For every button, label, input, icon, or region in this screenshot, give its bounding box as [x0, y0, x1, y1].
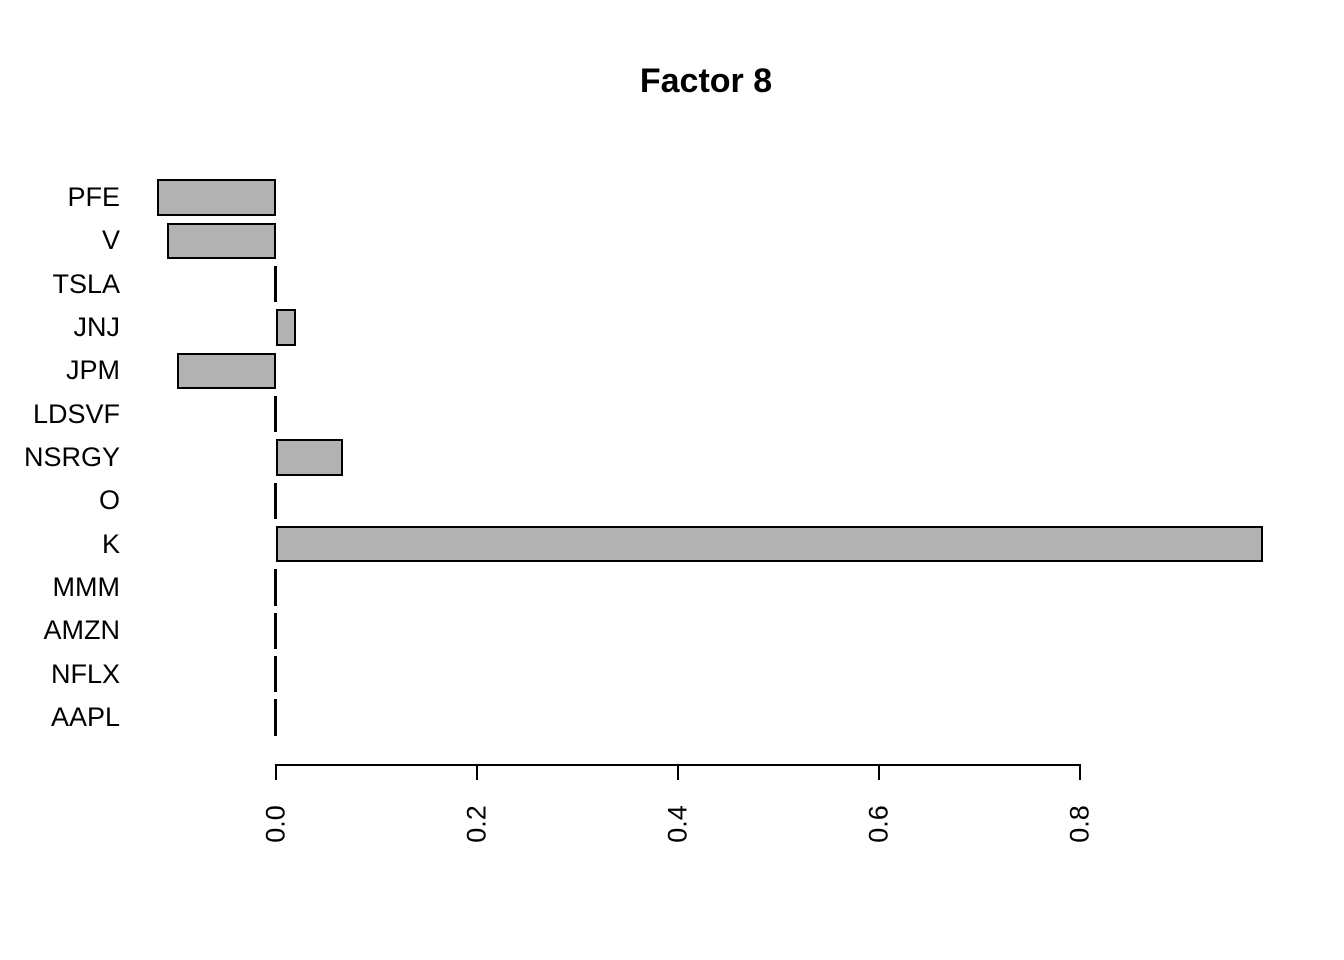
category-label-nflx: NFLX	[50, 658, 120, 689]
bar-nsrgy	[275, 439, 344, 476]
x-axis-tick-label: 0.8	[1064, 805, 1095, 843]
zero-bar-o	[274, 482, 278, 520]
x-axis-tick	[274, 765, 277, 780]
bar-v	[167, 222, 276, 260]
category-label-jpm: JPM	[66, 355, 120, 386]
category-label-o: O	[98, 485, 120, 516]
zero-bar-mmm	[274, 569, 278, 606]
category-label-k: K	[101, 528, 120, 559]
x-axis-tick	[877, 765, 880, 780]
chart-title: Factor 8	[639, 62, 773, 100]
bar-jpm	[177, 352, 276, 390]
x-axis-tick	[676, 765, 679, 780]
x-axis-tick-label: 0.4	[662, 805, 693, 843]
zero-bar-nflx	[274, 655, 278, 693]
x-axis-tick-label: 0.6	[863, 805, 894, 843]
category-label-ldsvf: LDSVF	[32, 398, 120, 429]
category-label-amzn: AMZN	[43, 615, 121, 646]
zero-bar-amzn	[274, 612, 278, 650]
x-axis-tick	[1078, 765, 1081, 780]
x-axis-tick-label: 0.0	[260, 805, 291, 843]
category-label-nsrgy: NSRGY	[23, 442, 120, 473]
category-label-v: V	[101, 225, 120, 256]
zero-bar-ldsvf	[274, 395, 278, 433]
zero-bar-tsla	[274, 265, 278, 303]
category-label-pfe: PFE	[67, 182, 120, 213]
bar-k	[275, 525, 1263, 563]
x-axis-tick-label: 0.2	[461, 805, 492, 843]
x-axis-tick	[475, 765, 478, 780]
category-label-aapl: AAPL	[50, 702, 120, 732]
category-label-mmm: MMM	[52, 572, 120, 603]
bar-pfe	[157, 179, 276, 216]
zero-bar-aapl	[274, 699, 278, 736]
category-label-jnj: JNJ	[73, 312, 121, 343]
category-label-tsla: TSLA	[52, 268, 120, 299]
bar-jnj	[275, 309, 296, 346]
